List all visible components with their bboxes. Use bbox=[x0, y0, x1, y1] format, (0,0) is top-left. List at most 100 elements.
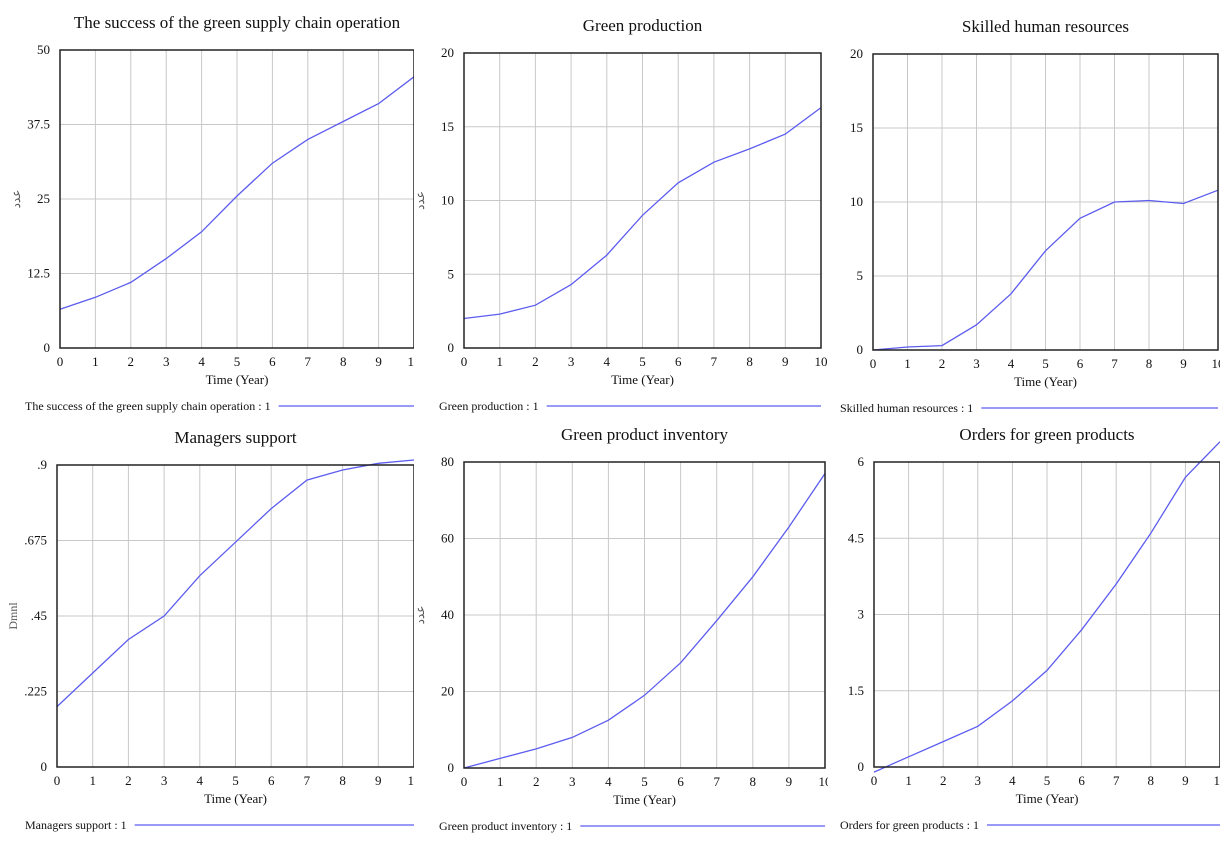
y-tick-label: 20 bbox=[441, 684, 454, 699]
legend-label: Managers support : 1 bbox=[25, 818, 127, 832]
y-tick-label: 15 bbox=[850, 120, 863, 135]
chart-svg: The success of the green supply chain op… bbox=[9, 13, 415, 413]
chart-svg: Orders for green products 0 1.5 3 4.5 6 0 1 2 3 4 5… bbox=[840, 425, 1220, 832]
y-tick-label: 0 bbox=[858, 759, 865, 774]
chart-title: Green product inventory bbox=[561, 425, 729, 444]
x-axis-label: Time (Year) bbox=[1014, 374, 1077, 389]
x-tick-label: 6 bbox=[675, 354, 682, 369]
legend-label: The success of the green supply chain op… bbox=[25, 399, 271, 413]
chart-1: The success of the green supply chain op… bbox=[0, 0, 414, 425]
chart-title: Managers support bbox=[174, 428, 297, 447]
x-tick-label: 2 bbox=[940, 773, 947, 788]
x-tick-label: 5 bbox=[1042, 356, 1049, 371]
x-tick-label: 1 bbox=[497, 774, 504, 789]
x-tick-label: 10 bbox=[1212, 356, 1220, 371]
x-axis-label: Time (Year) bbox=[1016, 791, 1079, 806]
y-tick-label: 6 bbox=[858, 454, 865, 469]
x-tick-label: 10 bbox=[408, 354, 415, 369]
plot-frame bbox=[463, 461, 826, 769]
x-axis-label: Time (Year) bbox=[611, 372, 674, 387]
series-line bbox=[56, 459, 414, 708]
x-tick-label: 1 bbox=[89, 773, 96, 788]
y-tick-label: 10 bbox=[441, 193, 454, 208]
series-line bbox=[873, 441, 1220, 773]
plot-frame bbox=[463, 52, 822, 349]
y-tick-label: 80 bbox=[441, 454, 454, 469]
x-tick-label: 3 bbox=[973, 356, 980, 371]
x-tick-label: 4 bbox=[1008, 356, 1015, 371]
x-tick-label: 9 bbox=[375, 773, 382, 788]
x-tick-label: 3 bbox=[569, 774, 576, 789]
x-tick-label: 0 bbox=[461, 774, 468, 789]
x-tick-label: 0 bbox=[57, 354, 64, 369]
x-tick-label: 8 bbox=[340, 354, 347, 369]
series-line bbox=[463, 473, 826, 769]
y-tick-label: 20 bbox=[441, 45, 454, 60]
y-tick-label: 4.5 bbox=[848, 530, 864, 545]
series-line bbox=[872, 189, 1219, 351]
x-tick-label: 0 bbox=[870, 356, 877, 371]
x-tick-label: 1 bbox=[496, 354, 503, 369]
x-tick-label: 9 bbox=[375, 354, 382, 369]
x-tick-label: 8 bbox=[1148, 773, 1155, 788]
x-tick-label: 4 bbox=[605, 774, 612, 789]
y-tick-label: 20 bbox=[850, 46, 863, 61]
chart-svg: Managers support 0 .225 .45 .675 .9 0 1 2 3 4 5 6 7 8 9… bbox=[6, 428, 415, 832]
chart-6: Orders for green products 0 1.5 3 4.5 6 0 1 2 3 4 5… bbox=[828, 425, 1220, 850]
y-tick-label: 1.5 bbox=[848, 683, 864, 698]
y-axis-label: عدد bbox=[9, 190, 23, 209]
x-tick-label: 2 bbox=[128, 354, 135, 369]
y-tick-label: .9 bbox=[37, 457, 47, 472]
x-tick-label: 6 bbox=[1077, 356, 1084, 371]
x-tick-label: 8 bbox=[339, 773, 346, 788]
x-tick-label: 2 bbox=[125, 773, 132, 788]
y-tick-label: 0 bbox=[857, 342, 864, 357]
x-tick-label: 6 bbox=[269, 354, 276, 369]
x-tick-label: 9 bbox=[1182, 773, 1189, 788]
y-tick-label: 0 bbox=[44, 340, 51, 355]
y-tick-label: 37.5 bbox=[27, 117, 50, 132]
x-tick-label: 6 bbox=[268, 773, 275, 788]
y-tick-label: .225 bbox=[24, 684, 47, 699]
chart-3: Skilled human resources 0 5 10 15 20 0 1 2 3 4 5 6 7 8… bbox=[828, 0, 1220, 425]
x-tick-label: 0 bbox=[461, 354, 468, 369]
chart-title: Skilled human resources bbox=[962, 17, 1129, 36]
x-tick-label: 1 bbox=[905, 773, 912, 788]
y-axis-label: Dmnl bbox=[6, 602, 20, 630]
x-tick-label: 8 bbox=[1146, 356, 1153, 371]
x-tick-label: 0 bbox=[871, 773, 878, 788]
x-tick-label: 5 bbox=[234, 354, 241, 369]
x-tick-label: 10 bbox=[408, 773, 415, 788]
x-tick-label: 5 bbox=[232, 773, 239, 788]
x-tick-label: 7 bbox=[711, 354, 718, 369]
x-tick-label: 3 bbox=[975, 773, 982, 788]
x-tick-label: 9 bbox=[786, 774, 793, 789]
x-axis-label: Time (Year) bbox=[206, 372, 269, 387]
plot-frame bbox=[872, 53, 1219, 351]
y-tick-label: .675 bbox=[24, 533, 47, 548]
y-tick-label: 5 bbox=[857, 268, 864, 283]
x-tick-label: 9 bbox=[1180, 356, 1187, 371]
x-tick-label: 4 bbox=[1009, 773, 1016, 788]
chart-svg: Green product inventory 0 20 40 60 80 0 1 2 3 4 5 6 7… bbox=[414, 425, 828, 833]
x-tick-label: 5 bbox=[639, 354, 646, 369]
legend-label: Skilled human resources : 1 bbox=[840, 401, 973, 415]
y-tick-label: 10 bbox=[850, 194, 863, 209]
x-tick-label: 2 bbox=[533, 774, 540, 789]
y-axis-label: عدد bbox=[414, 606, 427, 625]
legend-label: Green production : 1 bbox=[439, 399, 539, 413]
y-tick-label: 40 bbox=[441, 607, 454, 622]
chart-title: Orders for green products bbox=[959, 425, 1134, 444]
y-tick-label: 15 bbox=[441, 119, 454, 134]
x-tick-label: 6 bbox=[677, 774, 684, 789]
x-tick-label: 5 bbox=[1044, 773, 1051, 788]
y-tick-label: .45 bbox=[31, 608, 47, 623]
legend-label: Green product inventory : 1 bbox=[439, 819, 572, 833]
series-line bbox=[463, 107, 822, 320]
series-line bbox=[59, 76, 414, 310]
x-tick-label: 3 bbox=[568, 354, 575, 369]
x-axis-label: Time (Year) bbox=[613, 792, 676, 807]
x-tick-label: 3 bbox=[161, 773, 168, 788]
y-tick-label: 25 bbox=[37, 191, 50, 206]
